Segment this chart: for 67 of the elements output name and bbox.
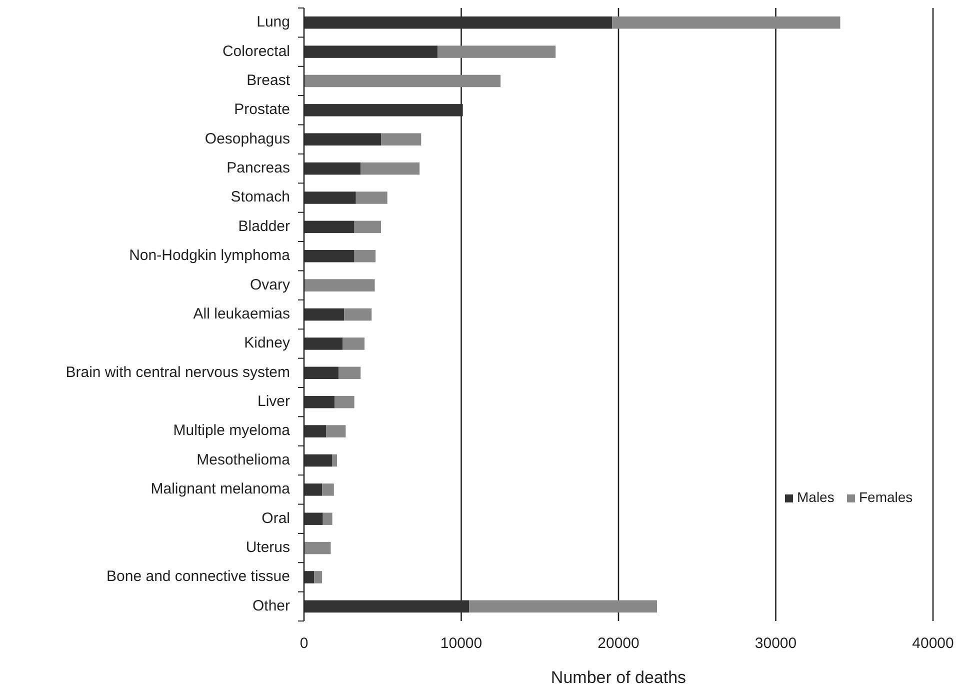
- x-tick-label: 20000: [598, 635, 640, 652]
- y-tick-label: Bone and connective tissue: [106, 568, 290, 586]
- legend-label: Males: [797, 489, 834, 506]
- y-tick-label: Malignant melanoma: [150, 480, 291, 498]
- y-tick-label: Ovary: [250, 276, 290, 294]
- x-axis-title: Number of deaths: [550, 668, 686, 687]
- y-tick-label: Mesothelioma: [196, 451, 291, 468]
- y-tick-label: Non-Hodgkin lymphoma: [129, 247, 291, 264]
- bar: [304, 512, 323, 525]
- bar: [304, 542, 331, 554]
- bar: [356, 192, 388, 204]
- bar: [334, 396, 354, 408]
- bar: [304, 46, 438, 58]
- bar: [304, 192, 356, 204]
- y-tick-label: Multiple myeloma: [173, 422, 291, 440]
- bar: [342, 338, 365, 350]
- bar: [344, 308, 372, 321]
- bar: [354, 250, 376, 262]
- y-tick-label: Uterus: [246, 538, 290, 556]
- y-tick-label: Stomach: [230, 188, 290, 206]
- bar: [322, 512, 332, 525]
- y-tick-label: Bladder: [238, 218, 290, 235]
- bar: [304, 162, 361, 175]
- x-tick-label: 40000: [912, 635, 954, 652]
- x-tick-label: 10000: [440, 635, 482, 652]
- y-tick-label: Brain with central nervous system: [66, 364, 290, 381]
- y-tick-label: Oesophagus: [204, 130, 290, 148]
- y-tick-label: Pancreas: [226, 160, 290, 177]
- bar: [304, 279, 375, 292]
- bar: [304, 484, 322, 496]
- bar: [304, 308, 344, 321]
- x-tick-label: 30000: [754, 635, 797, 652]
- bar: [304, 250, 354, 262]
- bar: [381, 133, 422, 146]
- bar: [304, 133, 382, 146]
- y-tick-label: Prostate: [234, 101, 290, 118]
- bar: [332, 454, 338, 467]
- bar: [322, 484, 334, 496]
- bar: [314, 571, 322, 584]
- bar: [338, 366, 361, 380]
- bar: [326, 425, 346, 438]
- y-tick-label: All leukaemias: [193, 305, 290, 322]
- y-tick-label: Lung: [256, 14, 290, 31]
- bar: [304, 220, 354, 234]
- x-tick-label: 0: [300, 635, 308, 652]
- y-tick-label: Other: [252, 597, 290, 614]
- y-tick-label: Colorectal: [222, 42, 290, 60]
- bar: [360, 162, 420, 175]
- bar: [304, 396, 335, 408]
- bar: [304, 74, 501, 88]
- bar: [354, 220, 382, 234]
- bar: [304, 571, 314, 584]
- bar: [304, 600, 470, 613]
- y-tick-label: Kidney: [244, 334, 290, 352]
- y-tick-label: Liver: [257, 393, 290, 410]
- legend-label: Females: [859, 489, 913, 506]
- bar: [304, 104, 463, 116]
- bar: [304, 338, 343, 350]
- bar: [438, 46, 556, 58]
- y-tick-label: Breast: [246, 72, 291, 89]
- bar: [612, 16, 840, 29]
- bar: [304, 425, 326, 438]
- bar: [304, 16, 612, 29]
- bar: [469, 600, 658, 613]
- y-tick-label: Oral: [262, 510, 290, 527]
- bar: [304, 366, 339, 380]
- bar: [304, 454, 332, 467]
